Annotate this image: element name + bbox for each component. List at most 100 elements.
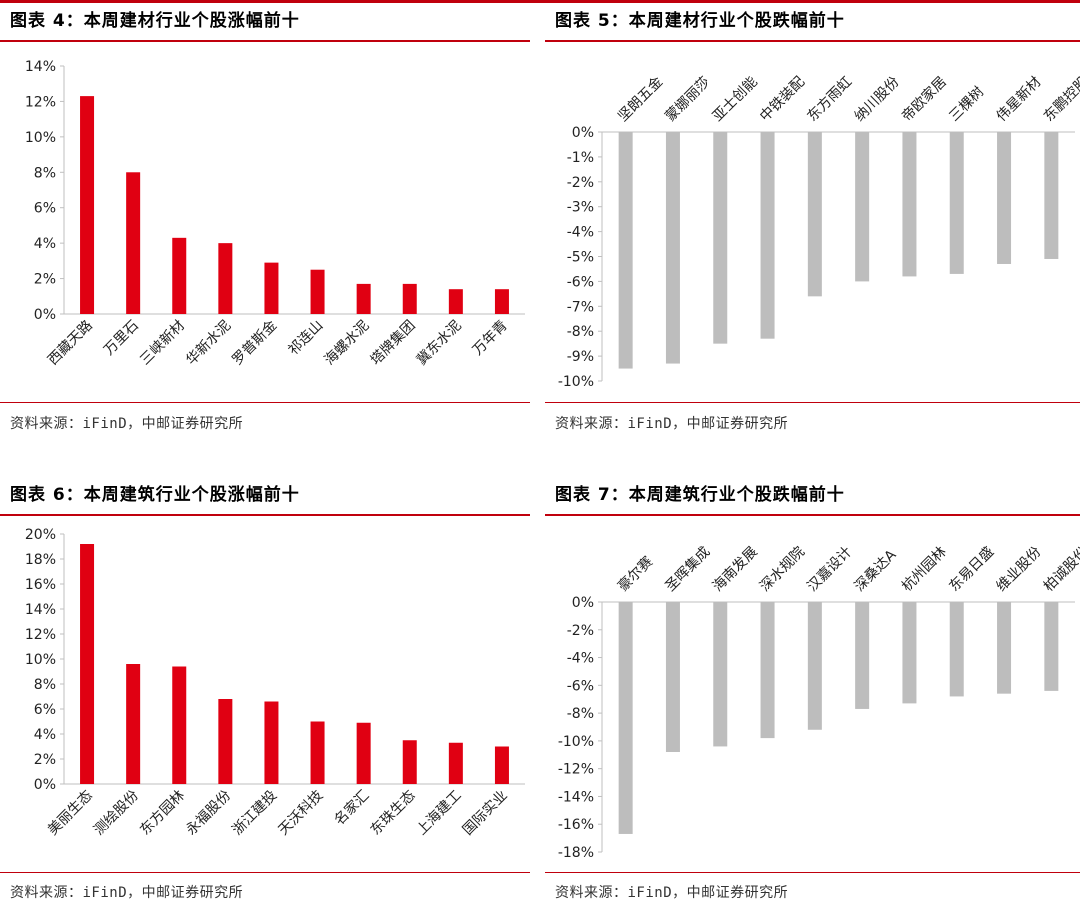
bar: [949, 602, 964, 697]
x-category-label: 国际实业: [460, 788, 511, 839]
y-tick-label: 6%: [34, 702, 56, 718]
bar: [713, 132, 728, 344]
y-tick-label: -8%: [567, 706, 594, 722]
source-rule: [545, 402, 1080, 403]
x-category-label: 亚士创能: [710, 74, 761, 125]
source-note: 资料来源：iFinD，中邮证券研究所: [10, 416, 244, 432]
title-rule: [0, 514, 530, 516]
x-category-label: 帝欧家居: [898, 73, 950, 125]
x-category-label: 中铁装配: [757, 74, 808, 125]
y-tick-label: 0%: [572, 595, 594, 611]
chart-title: 图表 5：本周建材行业个股跌幅前十: [555, 11, 845, 31]
y-tick-label: -14%: [558, 789, 594, 805]
source-note: 资料来源：iFinD，中邮证券研究所: [10, 885, 244, 901]
x-category-label: 东珠生态: [368, 788, 419, 839]
chart-panel-4: 图表 4：本周建材行业个股涨幅前十 0% 2% 4% 6% 8% 10% 12% 14% 西藏天…: [0, 2, 530, 442]
y-tick-label: 0%: [34, 777, 56, 793]
y-tick-label: -5%: [567, 250, 594, 266]
x-category-label: 测绘股份: [91, 788, 142, 839]
x-category-label: 圣晖集成: [662, 543, 714, 595]
bar: [618, 602, 633, 834]
bar: [665, 602, 680, 752]
source-note: 资料来源：iFinD，中邮证券研究所: [555, 885, 789, 901]
bar: [855, 602, 870, 709]
y-tick-label: -1%: [567, 150, 594, 166]
x-category-label: 祁连山: [285, 318, 326, 359]
bar: [665, 132, 680, 364]
bar: [760, 132, 775, 339]
x-category-label: 浙江建投: [229, 788, 280, 839]
x-category-label: 西藏天路: [45, 318, 96, 369]
x-category-label: 杭州园林: [899, 544, 950, 595]
bar: [618, 132, 633, 369]
y-tick-label: 2%: [34, 752, 56, 768]
source-rule: [545, 872, 1080, 873]
bar: [997, 132, 1012, 264]
x-category-label: 上海建工: [414, 788, 465, 839]
bar: [760, 602, 775, 739]
title-rule: [0, 40, 530, 42]
y-tick-label: -7%: [567, 299, 594, 315]
x-category-label: 蒙娜丽莎: [662, 74, 713, 125]
chart-title: 图表 7：本周建筑行业个股跌幅前十: [555, 485, 845, 505]
bar: [402, 740, 417, 784]
source-rule: [0, 402, 530, 403]
title-rule: [545, 40, 1080, 42]
y-tick-label: 14%: [25, 59, 56, 75]
bar: [448, 742, 463, 784]
y-tick-label: -16%: [558, 817, 594, 833]
bar-chart: 0% -1% -2% -3% -4% -5% -6% -7% -8% -9% -10% 坚朗五金蒙娜丽…: [558, 73, 1080, 390]
bar: [902, 602, 917, 704]
chart-panel-7: 图表 7：本周建筑行业个股跌幅前十 0% -2% -4% -6% -8% -10% -12%…: [545, 476, 1080, 916]
chart-title: 图表 6：本周建筑行业个股涨幅前十: [10, 485, 300, 505]
chart-title: 图表 4：本周建材行业个股涨幅前十: [10, 11, 300, 31]
bar: [356, 722, 371, 784]
x-category-label: 华新水泥: [183, 318, 234, 369]
bar: [1044, 132, 1059, 259]
x-category-label: 东方园林: [137, 788, 188, 839]
bar: [356, 283, 371, 314]
bar: [310, 269, 325, 314]
y-tick-label: -3%: [567, 200, 594, 216]
chart-panel-6: 图表 6：本周建筑行业个股涨幅前十 0% 2% 4% 6% 8% 10% 12% 14% 16%…: [0, 476, 530, 916]
bar: [807, 602, 822, 730]
y-tick-label: 20%: [25, 527, 56, 543]
x-category-label: 万年青: [470, 318, 511, 359]
source-note: 资料来源：iFinD，中邮证券研究所: [555, 416, 789, 432]
bar-chart: 0% 2% 4% 6% 8% 10% 12% 14% 16% 18% 20% 美丽生态测绘股份东方园林…: [25, 527, 525, 839]
y-tick-label: 4%: [34, 727, 56, 743]
bar: [494, 289, 509, 314]
bar: [172, 237, 187, 314]
bar: [310, 721, 325, 784]
y-tick-label: 8%: [34, 165, 56, 181]
bar: [807, 132, 822, 297]
bar: [855, 132, 870, 282]
bar: [713, 602, 728, 747]
x-category-label: 冀东水泥: [414, 318, 465, 369]
chart-panel-5: 图表 5：本周建材行业个股跌幅前十 0% -1% -2% -3% -4% -5% -6% -7…: [545, 2, 1080, 442]
bar: [126, 172, 141, 314]
x-category-label: 罗普斯金: [229, 318, 280, 369]
bar: [80, 96, 95, 314]
y-tick-label: -6%: [567, 678, 594, 694]
bar: [218, 699, 233, 784]
x-category-label: 豪尔赛: [615, 554, 656, 595]
x-category-label: 纳川股份: [852, 74, 903, 125]
y-tick-label: -6%: [567, 274, 594, 290]
x-category-label: 三峡新材: [137, 318, 188, 369]
y-tick-label: 10%: [25, 652, 56, 668]
bar: [218, 243, 233, 314]
bar: [902, 132, 917, 277]
x-category-label: 永福股份: [183, 788, 234, 839]
y-tick-label: 0%: [34, 307, 56, 323]
y-tick-label: -10%: [558, 734, 594, 750]
bar-chart: 0% -2% -4% -6% -8% -10% -12% -14% -16% -18% 豪尔赛 圣晖集…: [558, 543, 1080, 861]
y-tick-label: 10%: [25, 130, 56, 146]
y-tick-label: -4%: [567, 225, 594, 241]
bar: [172, 666, 187, 784]
bar: [80, 544, 95, 784]
y-tick-label: 16%: [25, 577, 56, 593]
x-category-label: 美丽生态: [45, 788, 96, 839]
y-tick-label: 4%: [34, 236, 56, 252]
